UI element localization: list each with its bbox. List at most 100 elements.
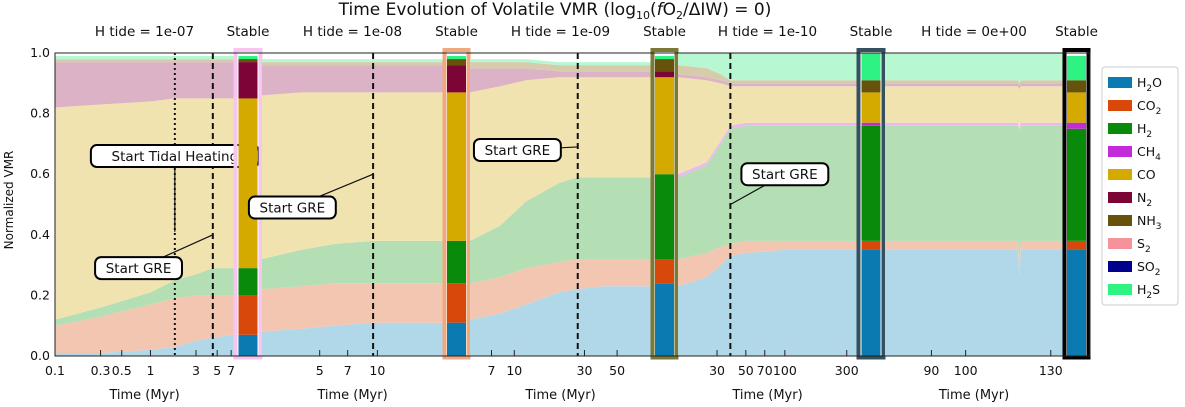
stable-bar-4-species-9 [1067, 56, 1086, 81]
area-3-species-9 [678, 53, 857, 81]
stable-header-3: Stable [850, 24, 893, 40]
x-tick-label-0-0: 0.1 [45, 363, 65, 378]
axes-frame [54, 52, 1091, 357]
x-axis-label-1: Time (Myr) [316, 388, 387, 403]
legend-swatch-8 [1108, 261, 1132, 272]
x-axis-label-0: Time (Myr) [108, 388, 179, 403]
annotation-box-2-0 [472, 137, 562, 162]
annotation-label-3-0: Start GRE [752, 167, 818, 183]
area-3-species-5 [678, 74, 857, 87]
stable-bar-2-species-5 [655, 71, 674, 78]
area-3-species-4 [678, 77, 857, 175]
stable-bar-2-species-6 [655, 59, 674, 72]
area-0-species-5 [55, 62, 234, 108]
area-2-species-6 [470, 62, 651, 72]
annotation-label-2-0: Start GRE [485, 143, 551, 159]
legend-swatch-5 [1108, 192, 1132, 203]
legend-label-0: H2O [1137, 75, 1162, 94]
stable-bar-0-species-9 [238, 56, 258, 60]
stable-bar-3-species-4 [861, 92, 881, 123]
legend-label-6: NH3 [1137, 213, 1161, 232]
x-tick-label-3-3: 100 [773, 363, 797, 378]
stable-bar-3-species-3 [861, 122, 881, 126]
y-tick-label-1: 0.2 [30, 287, 50, 302]
legend-label-2: H2 [1137, 121, 1152, 140]
area-0-species-1 [55, 295, 234, 353]
legend-label-5: N2 [1137, 190, 1152, 209]
stable-bar-2-species-2 [655, 174, 674, 260]
y-tick-label-0: 0.0 [30, 348, 50, 363]
x-tick-label-0-4: 3 [192, 363, 200, 378]
legend-swatch-6 [1108, 215, 1132, 226]
area-1-species-2 [262, 240, 443, 290]
x-tick-label-0-5: 5 [213, 363, 221, 378]
area-4-species-1 [885, 240, 1063, 278]
x-tick-label-4-2: 130 [1039, 363, 1063, 378]
stable-bar-1-species-2 [447, 240, 466, 284]
area-0-species-6 [55, 59, 234, 63]
x-tick-label-0-3: 1 [146, 363, 154, 378]
stable-bar-4-species-6 [1067, 80, 1086, 93]
area-2-species-0 [470, 286, 651, 356]
area-4-species-2 [885, 125, 1063, 266]
x-tick-label-3-4: 300 [835, 363, 859, 378]
annotation-box-0-1 [94, 256, 183, 281]
area-4-species-0 [885, 249, 1063, 356]
panel-header-4: H tide = 0e+00 [921, 24, 1027, 40]
stable-bar-0-species-2 [238, 268, 258, 296]
title-o: O [663, 0, 676, 20]
area-4-species-6 [885, 80, 1063, 87]
x-tick-label-3-0: 30 [709, 363, 725, 378]
annotation-box-1-0 [247, 195, 337, 220]
panel-header-3: H tide = 1e-10 [718, 24, 817, 40]
x-tick-label-3-2: 70 [757, 363, 773, 378]
stable-bar-0-species-5 [238, 62, 258, 99]
x-tick-label-2-1: 10 [506, 363, 522, 378]
y-tick-label-2: 0.4 [30, 227, 50, 242]
stable-bar-3-species-9 [861, 53, 881, 81]
stable-bar-0-species-1 [238, 295, 258, 335]
stable-frame-2 [650, 48, 679, 360]
area-2-species-5 [470, 68, 651, 93]
area-3-species-1 [678, 240, 857, 287]
title-pre: Time Evolution of Volatile VMR (log [338, 0, 636, 20]
stable-bar-0-species-4 [238, 98, 258, 269]
title-open: ( [650, 0, 657, 20]
legend: H2O CO2 H2 CH4 CO N2 NH3 S2 SO2 H2S [1101, 66, 1179, 306]
legend-swatch-1 [1108, 100, 1132, 111]
title-f: f [657, 0, 666, 20]
legend-label-3: CH4 [1137, 144, 1161, 163]
x-axis-label-2: Time (Myr) [524, 388, 595, 403]
stable-bar-1-species-4 [447, 92, 466, 241]
stable-bar-1-species-9 [447, 56, 466, 60]
area-2-species-2 [470, 177, 651, 284]
stable-bar-2-species-9 [655, 56, 674, 60]
stable-bar-4-species-2 [1067, 128, 1086, 241]
area-4-species-3 [885, 122, 1063, 132]
stable-bar-0-species-0 [238, 334, 258, 356]
area-3-species-2 [678, 125, 857, 259]
stable-bar-1-species-6 [447, 59, 466, 66]
x-tick-label-0-6: 7 [227, 363, 235, 378]
y-axis-label: Normalized VMR [2, 151, 16, 250]
legend-label-4: CO [1137, 167, 1156, 182]
y-tick-label-5: 1.0 [30, 45, 50, 60]
stable-bar-3-species-2 [861, 125, 881, 241]
stable-bar-4-species-3 [1067, 122, 1086, 129]
x-tick-label-1-0: 5 [316, 363, 324, 378]
x-tick-label-1-1: 7 [344, 363, 352, 378]
stable-header-2: Stable [643, 24, 686, 40]
title-sub10: 10 [636, 9, 650, 22]
stable-bar-1-species-0 [447, 322, 466, 356]
annotation-label-1-0: Start GRE [260, 201, 326, 217]
chart-title: Time Evolution of Volatile VMR (log10(fO… [338, 0, 772, 22]
stable-bar-4-species-4 [1067, 92, 1086, 123]
legend-swatch-9 [1108, 284, 1132, 295]
x-tick-label-3-1: 50 [738, 363, 754, 378]
legend-swatch-3 [1108, 146, 1132, 157]
title-sub2: 2 [676, 9, 683, 22]
x-tick-label-4-0: 90 [923, 363, 939, 378]
area-4-species-9 [885, 53, 1063, 84]
area-4-species-5 [885, 83, 1063, 90]
stable-bar-3-species-1 [861, 240, 881, 250]
